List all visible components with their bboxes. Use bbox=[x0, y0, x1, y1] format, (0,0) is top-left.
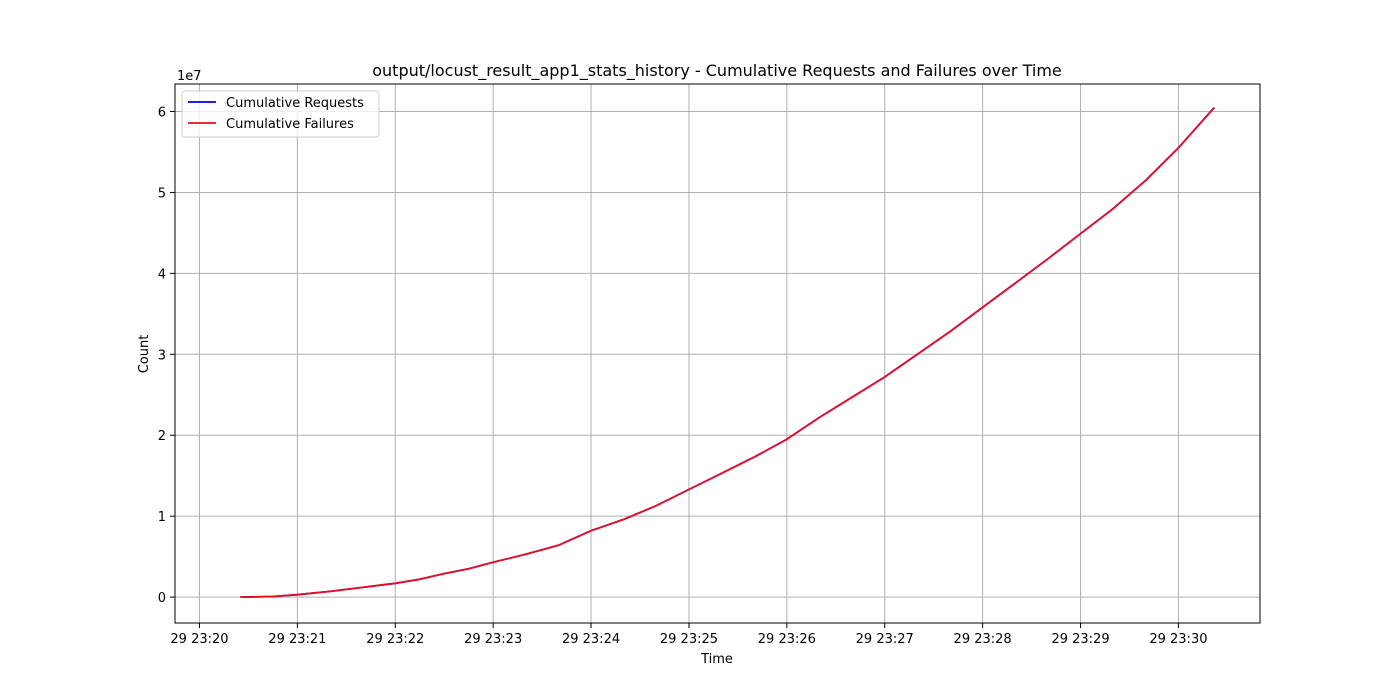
x-tick-label: 29 23:23 bbox=[464, 632, 522, 647]
x-tick-label: 29 23:20 bbox=[170, 632, 228, 647]
legend-label-cumulative-requests: Cumulative Requests bbox=[226, 96, 364, 111]
y-tick-label: 6 bbox=[158, 106, 166, 121]
x-axis-ticks: 29 23:20 29 23:21 29 23:22 29 23:23 29 23:24… bbox=[170, 623, 1207, 647]
y-tick-label: 3 bbox=[158, 348, 166, 363]
y-offset-label: 1e7 bbox=[177, 69, 202, 84]
x-tick-label: 29 23:27 bbox=[856, 632, 914, 647]
y-tick-label: 4 bbox=[158, 267, 166, 282]
x-tick-label: 29 23:26 bbox=[758, 632, 816, 647]
legend-label-cumulative-failures: Cumulative Failures bbox=[226, 117, 354, 132]
series-line-cumulative-failures bbox=[240, 106, 1215, 598]
legend: Cumulative Requests Cumulative Failures bbox=[181, 90, 380, 138]
legend-box bbox=[181, 90, 380, 138]
y-tick-label: 5 bbox=[158, 186, 166, 201]
grid bbox=[175, 84, 1260, 623]
x-tick-label: 29 23:25 bbox=[660, 632, 718, 647]
x-tick-label: 29 23:24 bbox=[562, 632, 620, 647]
series-layer bbox=[240, 106, 1215, 598]
x-axis-label: Time bbox=[700, 652, 733, 667]
y-tick-label: 2 bbox=[158, 429, 166, 444]
x-tick-label: 29 23:29 bbox=[1051, 632, 1109, 647]
plot-frame bbox=[174, 83, 1261, 624]
y-tick-label: 1 bbox=[158, 510, 166, 525]
x-tick-label: 29 23:30 bbox=[1149, 632, 1207, 647]
y-tick-label: 0 bbox=[158, 591, 166, 606]
y-axis-label: Count bbox=[137, 335, 152, 374]
x-tick-label: 29 23:21 bbox=[268, 632, 326, 647]
chart-title: output/locust_result_app1_stats_history … bbox=[372, 61, 1062, 81]
y-axis-ticks: 0 1 2 3 4 5 6 bbox=[158, 106, 175, 606]
x-tick-label: 29 23:22 bbox=[366, 632, 424, 647]
x-tick-label: 29 23:28 bbox=[954, 632, 1012, 647]
